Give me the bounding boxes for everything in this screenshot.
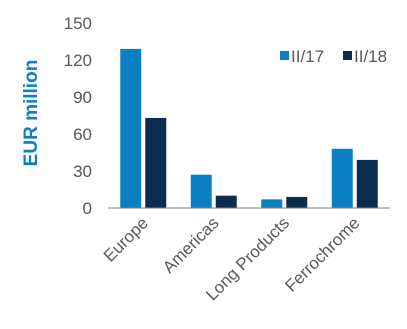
legend: II/17 II/18 [280, 47, 387, 66]
y-axis-label: EUR million [21, 60, 42, 167]
y-tick-label: 150 [64, 14, 92, 33]
legend-swatch [343, 51, 352, 60]
bar-II-18-long-products [286, 196, 308, 208]
y-tick-label: 120 [64, 51, 92, 70]
x-tick-label: Ferrochrome [281, 213, 363, 295]
bar-II-17-ferrochrome [331, 148, 353, 208]
y-tick-label: 90 [73, 88, 92, 107]
legend-swatch [280, 51, 289, 60]
y-tick-label: 0 [83, 199, 92, 218]
bar-II-17-americas [190, 174, 212, 208]
x-tick-label: Americas [159, 213, 223, 277]
bars [120, 48, 378, 209]
legend-label: II/18 [354, 47, 387, 66]
x-tick-label: Europe [100, 213, 152, 265]
bar-II-17-long-products [261, 199, 283, 208]
y-tick-label: 60 [73, 125, 92, 144]
bar-II-18-americas [215, 195, 237, 208]
bar-II-17-europe [120, 48, 142, 209]
y-tick-label: 30 [73, 162, 92, 181]
legend-label: II/17 [291, 47, 324, 66]
y-axis-ticks: 0 30 60 90 120 150 [64, 14, 92, 218]
bar-II-18-europe [145, 117, 167, 208]
bar-II-18-ferrochrome [356, 159, 378, 208]
